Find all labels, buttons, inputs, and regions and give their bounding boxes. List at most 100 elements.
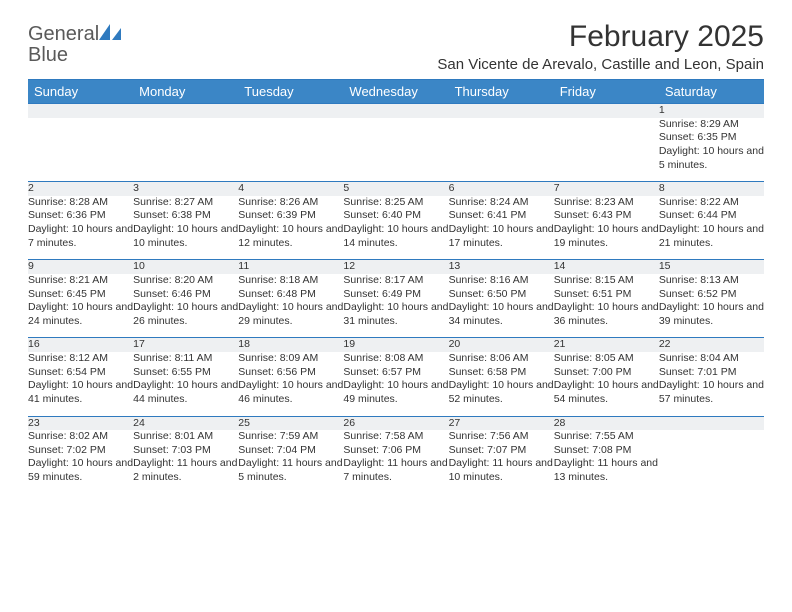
day-number-cell: [343, 104, 448, 118]
day-number-cell: 14: [554, 260, 659, 274]
day-number-cell: [449, 104, 554, 118]
day-info-cell: [133, 118, 238, 182]
day-info-cell: [449, 118, 554, 182]
day-info-cell: [343, 118, 448, 182]
logo-text-blue: Blue: [28, 44, 68, 66]
day-info-cell: Sunrise: 8:05 AMSunset: 7:00 PMDaylight:…: [554, 352, 659, 416]
info-row: Sunrise: 8:12 AMSunset: 6:54 PMDaylight:…: [28, 352, 764, 416]
title-block: February 2025 San Vicente de Arevalo, Ca…: [437, 20, 764, 73]
day-header: Sunday: [28, 80, 133, 104]
day-info-cell: Sunrise: 8:16 AMSunset: 6:50 PMDaylight:…: [449, 274, 554, 338]
day-header: Wednesday: [343, 80, 448, 104]
day-number-cell: 3: [133, 182, 238, 196]
info-row: Sunrise: 8:28 AMSunset: 6:36 PMDaylight:…: [28, 196, 764, 260]
day-info-cell: Sunrise: 8:20 AMSunset: 6:46 PMDaylight:…: [133, 274, 238, 338]
day-info-cell: Sunrise: 8:15 AMSunset: 6:51 PMDaylight:…: [554, 274, 659, 338]
calendar-table: SundayMondayTuesdayWednesdayThursdayFrid…: [28, 80, 764, 494]
day-number-cell: 12: [343, 260, 448, 274]
day-info-cell: Sunrise: 8:24 AMSunset: 6:41 PMDaylight:…: [449, 196, 554, 260]
logo: General Blue: [28, 24, 121, 66]
daynum-row: 1: [28, 104, 764, 118]
day-header: Thursday: [449, 80, 554, 104]
day-info-cell: [28, 118, 133, 182]
day-info-cell: Sunrise: 8:21 AMSunset: 6:45 PMDaylight:…: [28, 274, 133, 338]
day-header: Monday: [133, 80, 238, 104]
day-info-cell: Sunrise: 7:55 AMSunset: 7:08 PMDaylight:…: [554, 430, 659, 494]
day-number-cell: [659, 416, 764, 430]
day-number-cell: 7: [554, 182, 659, 196]
daynum-row: 232425262728: [28, 416, 764, 430]
daynum-row: 2345678: [28, 182, 764, 196]
day-number-cell: 13: [449, 260, 554, 274]
day-number-cell: 1: [659, 104, 764, 118]
day-info-cell: Sunrise: 7:58 AMSunset: 7:06 PMDaylight:…: [343, 430, 448, 494]
day-info-cell: Sunrise: 8:17 AMSunset: 6:49 PMDaylight:…: [343, 274, 448, 338]
month-title: February 2025: [437, 20, 764, 54]
day-number-cell: 23: [28, 416, 133, 430]
day-number-cell: 5: [343, 182, 448, 196]
day-number-cell: 28: [554, 416, 659, 430]
daynum-row: 16171819202122: [28, 338, 764, 352]
day-number-cell: 10: [133, 260, 238, 274]
day-number-cell: 21: [554, 338, 659, 352]
day-number-cell: 16: [28, 338, 133, 352]
day-info-cell: Sunrise: 8:27 AMSunset: 6:38 PMDaylight:…: [133, 196, 238, 260]
day-info-cell: Sunrise: 7:56 AMSunset: 7:07 PMDaylight:…: [449, 430, 554, 494]
day-number-cell: 26: [343, 416, 448, 430]
day-number-cell: 18: [238, 338, 343, 352]
day-number-cell: 15: [659, 260, 764, 274]
day-info-cell: Sunrise: 8:02 AMSunset: 7:02 PMDaylight:…: [28, 430, 133, 494]
day-number-cell: 8: [659, 182, 764, 196]
day-header: Tuesday: [238, 80, 343, 104]
day-number-cell: 27: [449, 416, 554, 430]
day-number-cell: [238, 104, 343, 118]
calendar-page: General Blue February 2025 San Vicente d…: [0, 0, 792, 504]
location: San Vicente de Arevalo, Castille and Leo…: [437, 56, 764, 73]
day-info-cell: Sunrise: 8:26 AMSunset: 6:39 PMDaylight:…: [238, 196, 343, 260]
logo-text-wrap: General Blue: [28, 24, 121, 66]
day-number-cell: 4: [238, 182, 343, 196]
day-info-cell: Sunrise: 8:01 AMSunset: 7:03 PMDaylight:…: [133, 430, 238, 494]
day-number-cell: 19: [343, 338, 448, 352]
day-info-cell: Sunrise: 8:28 AMSunset: 6:36 PMDaylight:…: [28, 196, 133, 260]
day-info-cell: Sunrise: 7:59 AMSunset: 7:04 PMDaylight:…: [238, 430, 343, 494]
day-info-cell: Sunrise: 8:06 AMSunset: 6:58 PMDaylight:…: [449, 352, 554, 416]
day-info-cell: Sunrise: 8:25 AMSunset: 6:40 PMDaylight:…: [343, 196, 448, 260]
day-number-cell: 6: [449, 182, 554, 196]
day-number-cell: [28, 104, 133, 118]
day-number-cell: 20: [449, 338, 554, 352]
day-number-cell: [133, 104, 238, 118]
logo-text-general: General: [28, 23, 99, 45]
info-row: Sunrise: 8:21 AMSunset: 6:45 PMDaylight:…: [28, 274, 764, 338]
day-number-cell: 9: [28, 260, 133, 274]
day-info-cell: Sunrise: 8:08 AMSunset: 6:57 PMDaylight:…: [343, 352, 448, 416]
day-number-cell: [554, 104, 659, 118]
day-info-cell: [238, 118, 343, 182]
day-header: Saturday: [659, 80, 764, 104]
day-info-cell: Sunrise: 8:09 AMSunset: 6:56 PMDaylight:…: [238, 352, 343, 416]
day-info-cell: Sunrise: 8:13 AMSunset: 6:52 PMDaylight:…: [659, 274, 764, 338]
day-number-cell: 17: [133, 338, 238, 352]
info-row: Sunrise: 8:29 AMSunset: 6:35 PMDaylight:…: [28, 118, 764, 182]
day-info-cell: [554, 118, 659, 182]
day-info-cell: Sunrise: 8:18 AMSunset: 6:48 PMDaylight:…: [238, 274, 343, 338]
daynum-row: 9101112131415: [28, 260, 764, 274]
day-number-cell: 22: [659, 338, 764, 352]
day-number-cell: 25: [238, 416, 343, 430]
day-header: Friday: [554, 80, 659, 104]
day-number-cell: 24: [133, 416, 238, 430]
day-number-cell: 2: [28, 182, 133, 196]
day-info-cell: Sunrise: 8:23 AMSunset: 6:43 PMDaylight:…: [554, 196, 659, 260]
day-info-cell: Sunrise: 8:11 AMSunset: 6:55 PMDaylight:…: [133, 352, 238, 416]
day-header-row: SundayMondayTuesdayWednesdayThursdayFrid…: [28, 80, 764, 104]
info-row: Sunrise: 8:02 AMSunset: 7:02 PMDaylight:…: [28, 430, 764, 494]
calendar-thead: SundayMondayTuesdayWednesdayThursdayFrid…: [28, 80, 764, 104]
day-number-cell: 11: [238, 260, 343, 274]
day-info-cell: Sunrise: 8:04 AMSunset: 7:01 PMDaylight:…: [659, 352, 764, 416]
day-info-cell: Sunrise: 8:22 AMSunset: 6:44 PMDaylight:…: [659, 196, 764, 260]
day-info-cell: Sunrise: 8:12 AMSunset: 6:54 PMDaylight:…: [28, 352, 133, 416]
day-info-cell: [659, 430, 764, 494]
sail-icon: [99, 24, 121, 40]
page-header: General Blue February 2025 San Vicente d…: [28, 20, 764, 73]
day-info-cell: Sunrise: 8:29 AMSunset: 6:35 PMDaylight:…: [659, 118, 764, 182]
